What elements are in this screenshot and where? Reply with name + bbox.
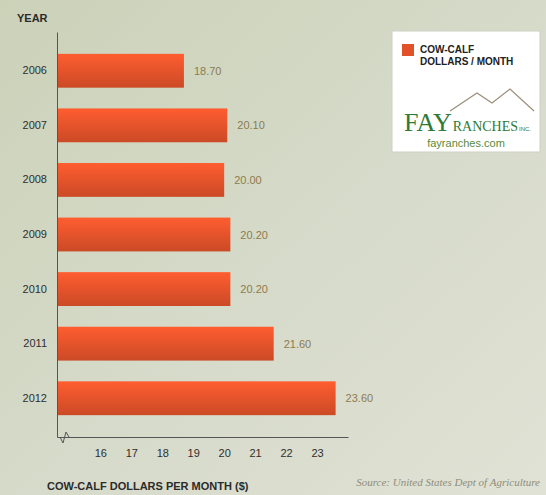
x-tick-label: 17 bbox=[126, 447, 138, 459]
x-tick: 21 bbox=[250, 437, 262, 459]
x-tick: 19 bbox=[188, 437, 200, 459]
x-tick: 20 bbox=[219, 437, 231, 459]
legend-label: COW-CALF DOLLARS / MONTH bbox=[420, 44, 513, 67]
bar bbox=[57, 54, 184, 88]
x-tick: 22 bbox=[280, 437, 292, 459]
x-tick-label: 18 bbox=[157, 447, 169, 459]
data-label: 20.10 bbox=[237, 119, 265, 131]
y-tick: 2009 bbox=[23, 228, 57, 240]
y-tick: 2007 bbox=[23, 119, 57, 131]
legend: COW-CALF DOLLARS / MONTH FAYRANCHESINC. fa… bbox=[392, 31, 540, 152]
x-tick-label: 20 bbox=[219, 447, 231, 459]
y-tick: 2008 bbox=[23, 173, 57, 185]
data-labels: 18.70 20.10 20.00 20.20 20.20 21.60 23.60 bbox=[194, 65, 373, 404]
data-label: 20.20 bbox=[240, 229, 268, 241]
x-tick-label: 23 bbox=[311, 447, 323, 459]
y-axis: 2006 2007 2008 2009 2010 2011 2012 bbox=[23, 33, 58, 438]
y-tick-label: 2009 bbox=[23, 228, 47, 240]
y-tick-label: 2006 bbox=[23, 64, 47, 76]
data-label: 23.60 bbox=[346, 392, 374, 404]
logo-mountains bbox=[450, 89, 534, 111]
y-tick: 2010 bbox=[23, 283, 57, 295]
x-tick-label: 16 bbox=[95, 447, 107, 459]
website: fayranches.com bbox=[427, 137, 505, 149]
x-tick-label: 22 bbox=[280, 447, 292, 459]
bar bbox=[57, 272, 230, 306]
x-axis-title: COW-CALF DOLLARS PER MONTH ($) bbox=[47, 480, 249, 492]
legend-label-line: DOLLARS / MONTH bbox=[420, 56, 513, 67]
logo-text: RANCHES bbox=[453, 119, 518, 134]
y-tick-label: 2007 bbox=[23, 119, 47, 131]
legend-box bbox=[392, 31, 540, 152]
y-tick: 2011 bbox=[23, 337, 57, 349]
data-label: 18.70 bbox=[194, 65, 222, 77]
y-tick-label: 2010 bbox=[23, 283, 47, 295]
y-axis-line bbox=[57, 33, 58, 438]
source: Source: United States Dept of Agricultur… bbox=[356, 476, 540, 488]
bar bbox=[57, 327, 274, 361]
x-axis-line bbox=[58, 437, 349, 438]
data-label: 20.00 bbox=[234, 174, 262, 186]
x-tick: 23 bbox=[311, 437, 323, 459]
bar bbox=[57, 163, 224, 197]
data-label: 21.60 bbox=[284, 338, 312, 350]
background bbox=[0, 0, 546, 495]
axis-break bbox=[60, 432, 69, 443]
chart: 16 17 18 19 20 21 22 23 2006 2007 2008 2009 2010 2011… bbox=[0, 0, 546, 495]
y-tick-label: 2011 bbox=[23, 337, 47, 349]
y-tick-label: 2008 bbox=[23, 173, 47, 185]
y-axis-title: YEAR bbox=[17, 12, 48, 24]
legend-swatch bbox=[402, 44, 414, 56]
x-tick-label: 19 bbox=[188, 447, 200, 459]
bar bbox=[57, 381, 336, 415]
y-tick-label: 2012 bbox=[23, 392, 47, 404]
y-tick: 2012 bbox=[23, 392, 57, 404]
x-axis: 16 17 18 19 20 21 22 23 bbox=[58, 437, 349, 459]
bar bbox=[57, 108, 227, 142]
logo-text: INC. bbox=[519, 126, 531, 132]
logo-text: FAY bbox=[404, 108, 452, 137]
x-tick: 18 bbox=[157, 437, 169, 459]
bar bbox=[57, 218, 230, 252]
x-tick: 17 bbox=[126, 437, 138, 459]
x-tick: 16 bbox=[95, 437, 107, 459]
y-tick: 2006 bbox=[23, 64, 57, 76]
legend-label-line: COW-CALF bbox=[420, 44, 477, 55]
data-label: 20.20 bbox=[240, 283, 268, 295]
plot-area bbox=[57, 54, 336, 415]
x-tick-label: 21 bbox=[250, 447, 262, 459]
